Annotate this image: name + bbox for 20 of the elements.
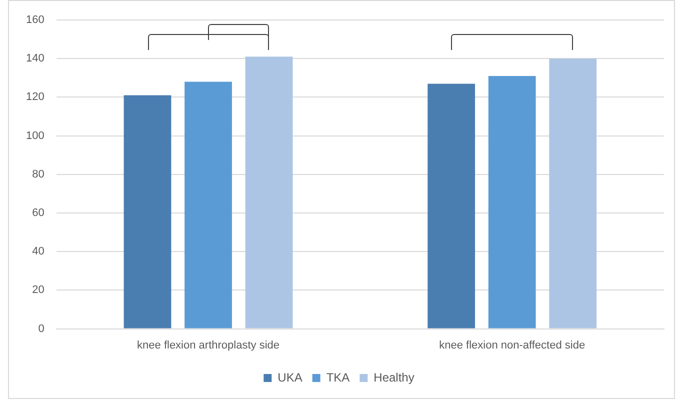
- bar: [184, 82, 232, 328]
- legend-label: Healthy: [374, 370, 414, 384]
- x-tick-label: knee flexion non-affected side: [439, 339, 586, 352]
- bar: [549, 58, 597, 328]
- y-tick-label: 60: [32, 207, 44, 220]
- y-tick-label: 100: [26, 130, 44, 142]
- y-tick-label: 120: [26, 91, 44, 104]
- bar: [428, 84, 476, 328]
- bar: [245, 56, 293, 328]
- y-tick-label: 20: [32, 284, 44, 296]
- legend-label: UKA: [278, 370, 302, 384]
- y-tick-label: 80: [32, 168, 44, 180]
- bar: [124, 95, 172, 328]
- bar: [488, 76, 536, 328]
- x-tick-label: knee flexion arthroplasty side: [137, 339, 280, 352]
- y-tick-label: 0: [38, 322, 44, 335]
- y-tick-label: 160: [26, 14, 44, 26]
- y-tick-label: 40: [32, 246, 44, 258]
- legend-label: TKA: [326, 370, 350, 384]
- y-tick-label: 140: [26, 52, 44, 65]
